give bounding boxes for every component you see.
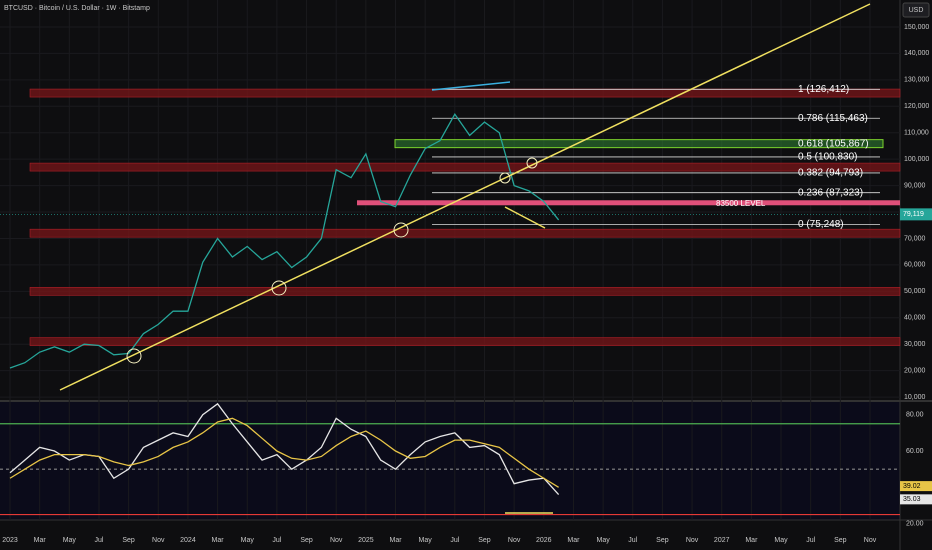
x-tick-label: Jul [94, 537, 103, 544]
x-tick-label: 2024 [180, 537, 196, 544]
rsi-pane [0, 402, 900, 520]
x-tick-label: Mar [212, 537, 225, 544]
series-line: RSI [9, 402, 560, 496]
zone [29, 228, 901, 238]
rsi-tag-label: 39.02 [903, 483, 921, 490]
x-tick-label: Jul [628, 537, 637, 544]
fib-label: 0.5 (100,830) [798, 152, 858, 163]
x-tick-label: Jul [806, 537, 815, 544]
green-zone [394, 139, 884, 149]
x-tick-label: Sep [122, 537, 135, 544]
trendline [431, 81, 511, 91]
rsi-tag-label: 35.03 [903, 496, 921, 503]
x-tick-label: 2027 [714, 537, 730, 544]
x-tick-label: May [774, 537, 788, 544]
fib-label: 1 (126,412) [798, 84, 849, 95]
x-tick-label: May [63, 537, 77, 544]
y-tick-label: 120,000 [904, 103, 929, 110]
x-tick-label: 2023 [2, 537, 18, 544]
x-tick-label: Mar [745, 537, 758, 544]
x-tick-label: Mar [389, 537, 402, 544]
y-tick-label: 30,000 [904, 341, 926, 348]
y-tick-label: 50,000 [904, 288, 926, 295]
y-tick-label: 110,000 [904, 130, 929, 137]
y-tick-label: 20.00 [906, 520, 924, 527]
x-tick-label: Nov [152, 537, 165, 544]
touch-circle [499, 172, 511, 184]
x-tick-label: May [419, 537, 433, 544]
zone [29, 162, 901, 172]
y-tick-label: 60,000 [904, 262, 926, 269]
fib-label: 0 (75,248) [798, 219, 844, 230]
last-price-label: 79,119 [903, 211, 924, 218]
y-tick-label: 60.00 [906, 448, 924, 455]
series-line: RSI MA [9, 417, 559, 488]
y-tick-label: 130,000 [904, 77, 929, 84]
chart-title: BTCUSD · Bitcoin / U.S. Dollar · 1W · Bi… [4, 5, 150, 12]
x-tick-label: Jul [450, 537, 459, 544]
fib-label: 0.236 (87,323) [798, 187, 863, 198]
x-tick-label: Nov [686, 537, 699, 544]
x-tick-label: Mar [34, 537, 47, 544]
y-tick-label: 80.00 [906, 412, 924, 419]
x-tick-label: 2025 [358, 537, 374, 544]
fib-label: 0.786 (115,463) [798, 113, 868, 124]
y-tick-label: 150,000 [904, 24, 929, 31]
touch-circle [271, 280, 287, 296]
last-price-tag [900, 208, 932, 221]
y-tick-label: 70,000 [904, 235, 926, 242]
fib-label: 0.618 (105,867) [798, 138, 869, 149]
rsi-tag [900, 494, 932, 505]
x-tick-label: Sep [834, 537, 847, 544]
y-tick-label: 40,000 [904, 315, 926, 322]
currency-box[interactable] [902, 2, 930, 18]
x-tick-label: Sep [300, 537, 313, 544]
x-tick-label: Nov [330, 537, 343, 544]
zone [29, 337, 901, 346]
fib-label: 0.382 (94,793) [798, 168, 863, 179]
zone [29, 88, 901, 98]
y-tick-label: 140,000 [904, 50, 929, 57]
currency: USD [909, 7, 924, 14]
y-tick-label: 20,000 [904, 367, 926, 374]
rsi-tag [900, 481, 932, 492]
x-tick-label: Sep [478, 537, 491, 544]
x-tick-label: Jul [272, 537, 281, 544]
touch-circle [393, 222, 409, 238]
touch-circle [526, 157, 538, 169]
x-tick-label: Nov [864, 537, 877, 544]
x-tick-label: May [596, 537, 610, 544]
y-tick-label: 10,000 [904, 394, 926, 401]
zone [29, 287, 901, 296]
trendline [59, 3, 871, 391]
series-line: BTCUSD [9, 112, 560, 369]
x-tick-label: Mar [567, 537, 580, 544]
y-tick-label: 90,000 [904, 182, 926, 189]
x-tick-label: 2026 [536, 537, 552, 544]
x-tick-label: May [241, 537, 255, 544]
key-level [357, 200, 900, 206]
trendline [504, 206, 546, 229]
y-tick-label: 100,000 [904, 156, 929, 163]
key-level-label: 83500 LEVEL [716, 199, 766, 208]
x-tick-label: Sep [656, 537, 669, 544]
touch-circle [126, 348, 142, 364]
x-tick-label: Nov [508, 537, 521, 544]
